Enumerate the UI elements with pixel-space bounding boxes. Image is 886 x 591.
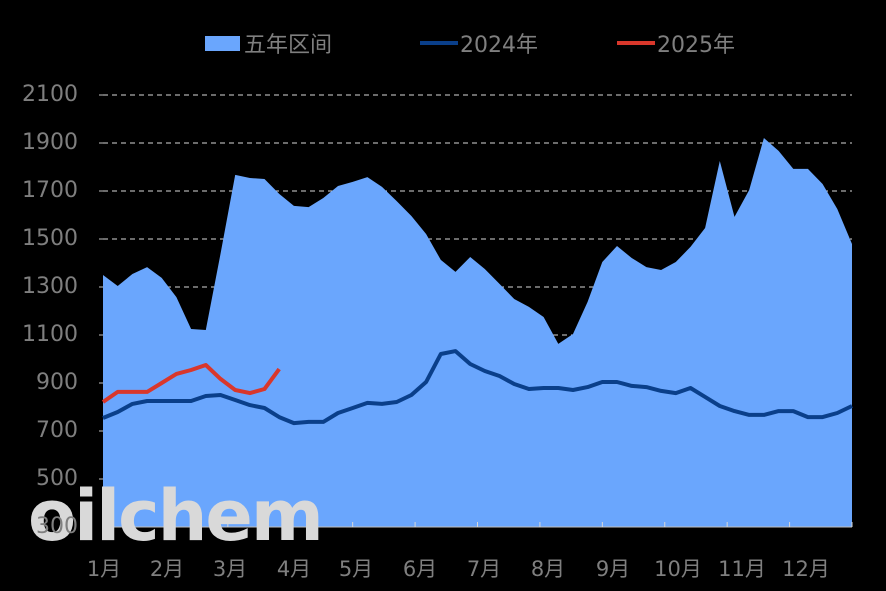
legend-item-2024: 2024年 (420, 26, 538, 60)
x-tick-label: 8月 (530, 557, 566, 581)
x-axis-ticks (102, 522, 853, 527)
legend-item-five-year-range: 五年区间 (205, 26, 332, 60)
x-tick-label: 5月 (338, 557, 374, 581)
y-tick-label: 700 (36, 418, 78, 443)
five-year-range-area (103, 138, 852, 527)
x-tick-label: 4月 (276, 557, 312, 581)
legend-item-2025: 2025年 (617, 26, 735, 60)
y-tick-label: 1500 (22, 226, 78, 251)
x-tick-label: 2月 (149, 557, 185, 581)
y-tick-label: 1300 (22, 274, 78, 299)
x-tick-label: 3月 (212, 557, 248, 581)
legend-label: 2025年 (657, 33, 735, 58)
legend-swatch-area (205, 35, 240, 51)
y-tick-label: 2100 (22, 82, 78, 107)
series-2024-line (102, 349, 853, 426)
y-tick-label: 500 (36, 466, 78, 491)
x-tick-label: 11月 (718, 557, 766, 581)
legend-label: 五年区间 (244, 33, 333, 58)
x-tick-label: 10月 (654, 557, 702, 581)
watermark-logo: oilchem (28, 486, 322, 546)
x-tick-label: 12月 (782, 557, 830, 581)
y-tick-label: 300 (36, 514, 78, 539)
legend-swatch-line (617, 41, 655, 45)
y-tick-label: 900 (36, 370, 78, 395)
chart-legend: 五年区间 2024年 2025年 (0, 26, 886, 60)
legend-label: 2024年 (460, 33, 538, 58)
y-tick-label: 1100 (22, 322, 78, 347)
series-2025-line (101, 363, 281, 404)
x-tick-label: 6月 (402, 557, 438, 581)
x-tick-label: 1月 (86, 557, 122, 581)
y-tick-label: 1700 (22, 178, 78, 203)
legend-swatch-line (420, 41, 458, 45)
y-tick-label: 1900 (22, 130, 78, 155)
x-tick-label: 9月 (595, 557, 631, 581)
x-tick-label: 7月 (466, 557, 502, 581)
